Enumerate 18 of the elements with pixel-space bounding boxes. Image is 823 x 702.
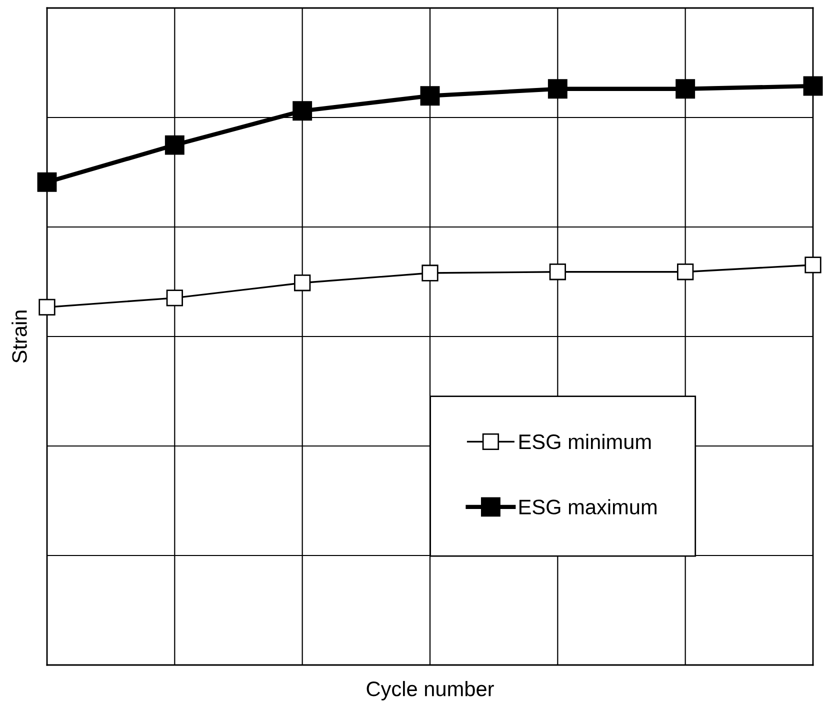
legend-label: ESG minimum xyxy=(519,434,651,450)
y-axis-title: Strain xyxy=(12,310,27,363)
point xyxy=(420,86,440,106)
legend-label: ESG maximum xyxy=(519,499,656,514)
point xyxy=(166,290,183,306)
x-axis-title: Cycle number xyxy=(366,680,494,700)
point xyxy=(37,172,57,192)
point xyxy=(549,264,566,280)
point xyxy=(804,256,822,274)
point xyxy=(422,264,438,282)
point xyxy=(676,79,696,99)
point xyxy=(164,135,184,155)
point xyxy=(294,274,311,292)
point xyxy=(292,101,312,121)
point xyxy=(548,79,568,99)
point xyxy=(677,264,694,280)
point xyxy=(803,76,823,96)
point xyxy=(38,298,56,316)
